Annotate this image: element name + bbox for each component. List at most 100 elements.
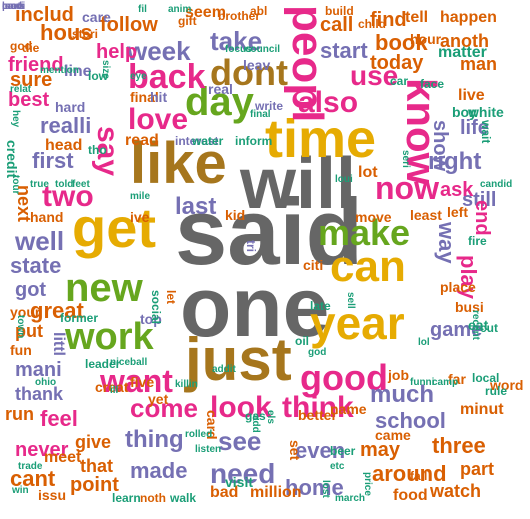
word-includ: includ	[15, 4, 74, 26]
word-that: that	[80, 456, 113, 476]
word-fire: fire	[468, 234, 487, 248]
word-candid: candid	[480, 179, 513, 190]
word-tell: tell	[405, 9, 429, 26]
word-stori: stori	[72, 27, 99, 41]
word-least: least	[410, 207, 442, 223]
word-fil: fil	[138, 4, 147, 15]
word-real: real	[208, 81, 233, 97]
word-walk: walk	[170, 491, 197, 505]
word-credit: credit	[4, 140, 20, 179]
word-white: white	[468, 104, 504, 120]
word-well: well	[15, 226, 65, 256]
word-god: god	[308, 347, 327, 358]
word-first: first	[32, 148, 74, 173]
word-lol: lol	[418, 337, 430, 348]
word-ill: ill	[110, 385, 119, 396]
word-take: take	[210, 26, 263, 56]
word-brother: brother	[218, 9, 260, 23]
word-addit: addit	[212, 364, 236, 375]
word-sure: sure	[10, 69, 53, 91]
word-meet: meet	[44, 449, 82, 466]
word-told: told	[55, 179, 74, 190]
word-etc: etc	[330, 461, 345, 472]
word-ohio: ohio	[35, 377, 57, 388]
word-thank: thank	[15, 384, 64, 404]
word-care: care	[82, 9, 111, 25]
word-start: start	[320, 38, 368, 63]
word-child: child	[358, 17, 387, 31]
word-just: just	[185, 326, 292, 393]
word-tri: tri	[244, 240, 258, 252]
word-made: made	[130, 458, 188, 483]
word-part: part	[460, 459, 495, 479]
word-will: will	[240, 144, 357, 224]
word-leader: leader	[85, 357, 121, 371]
word-better: better	[298, 407, 337, 423]
word-make: make	[318, 212, 411, 253]
word-tho: tho	[88, 143, 107, 157]
word-give: give	[75, 432, 112, 452]
word-rolled: rolled	[185, 429, 213, 440]
word-can: can	[330, 242, 406, 291]
word-hey: hey	[10, 110, 21, 128]
word-never: never	[15, 439, 69, 461]
word-line: line	[64, 63, 92, 80]
word-visit: visit	[225, 474, 254, 490]
word-feet: feet	[72, 179, 90, 190]
word-man: man	[460, 54, 498, 74]
word-name: name	[330, 401, 367, 417]
word-trade: trade	[18, 461, 43, 472]
word-late: late	[310, 299, 331, 313]
word-hour: hour	[410, 31, 442, 47]
word-abl: abl	[250, 4, 268, 18]
word-happen: happen	[440, 9, 497, 26]
word-food: food	[393, 487, 428, 504]
word-point: point	[70, 474, 119, 496]
word-minut: minut	[460, 401, 504, 418]
word-rule: rule	[485, 384, 508, 398]
word-even: even	[295, 438, 346, 463]
word-kid: kid	[225, 207, 246, 223]
word-friend: friend	[8, 54, 64, 76]
word-eye: eye	[130, 71, 147, 82]
word-thing: thing	[125, 426, 184, 453]
word-busi: busi	[455, 299, 484, 315]
word-came: came	[375, 427, 411, 443]
word-hit: hit	[150, 89, 168, 105]
word-lost: lost	[320, 480, 331, 498]
word-still: still	[462, 189, 497, 211]
word-fun: fun	[10, 342, 32, 358]
word-true: true	[30, 179, 49, 190]
word-end: end	[471, 200, 493, 236]
word-want: want	[100, 363, 173, 399]
word-leav: leav	[243, 57, 271, 73]
word-love: love	[128, 103, 189, 136]
word-noth: noth	[140, 491, 166, 505]
word-littl: littl	[50, 332, 67, 356]
word-build: build	[325, 4, 354, 18]
word-good: good	[300, 357, 388, 398]
word-face: face	[420, 77, 445, 91]
word-set: set	[287, 440, 303, 461]
word-life: life	[460, 117, 489, 139]
word-follow: follow	[100, 14, 158, 36]
word-live: live	[458, 87, 485, 104]
word-els: els	[265, 410, 276, 424]
word-relat: relat	[10, 84, 32, 95]
word-loui: loui	[335, 174, 353, 185]
word-oil: oil	[295, 334, 309, 348]
word-state: state	[10, 253, 62, 278]
word-two: two	[42, 180, 94, 213]
word-boy: boy	[452, 104, 477, 120]
word-final: final	[130, 89, 159, 105]
word-today: today	[370, 52, 424, 74]
word-got: got	[15, 279, 47, 301]
word-issu: issu	[38, 487, 67, 503]
word-sell: sell	[345, 292, 356, 309]
word-gift: gift	[178, 14, 197, 28]
word-get: get	[72, 196, 156, 259]
word-day: day	[185, 80, 254, 124]
word-word: word	[490, 377, 524, 393]
word-best: best	[8, 89, 50, 111]
word-need: need	[210, 458, 276, 489]
